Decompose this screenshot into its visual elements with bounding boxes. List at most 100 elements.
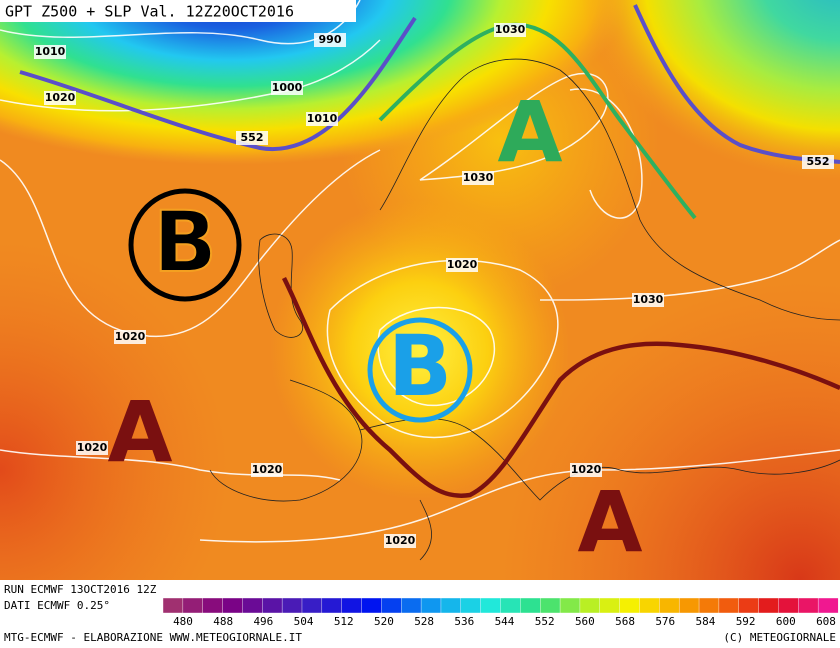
- color-swatch: [698, 597, 720, 614]
- contour-label: 1000: [272, 81, 303, 94]
- contour-label: 1030: [463, 171, 494, 184]
- title-box: [0, 0, 356, 22]
- color-swatch: [420, 597, 442, 614]
- color-swatch: [242, 597, 263, 614]
- copyright: (C) METEOGIORNALE: [723, 631, 836, 644]
- contour-label-box: [632, 293, 664, 307]
- color-swatch: [738, 597, 760, 614]
- contour-label: 1020: [447, 258, 478, 271]
- contour-label-box: [462, 171, 494, 185]
- color-swatch: [480, 597, 502, 614]
- color-swatch: [361, 597, 382, 614]
- low-pressure-ring: [367, 317, 473, 423]
- contour-label: 1020: [45, 91, 76, 104]
- color-swatch: [500, 597, 521, 614]
- pressure-center: B: [153, 193, 217, 291]
- color-swatch: [639, 597, 660, 614]
- contour-label-box: [271, 81, 303, 95]
- contour-label: 1020: [385, 534, 416, 547]
- color-scale-label: 512: [334, 615, 354, 628]
- pressure-center: A: [497, 83, 562, 181]
- color-swatch: [281, 597, 303, 614]
- contour-label: 1020: [115, 330, 146, 343]
- color-swatch: [401, 597, 422, 614]
- credit: MTG-ECMWF - ELABORAZIONE WWW.METEOGIORNA…: [4, 631, 302, 644]
- contour-label-box: [76, 441, 108, 455]
- color-scale-label: 552: [535, 615, 555, 628]
- color-swatch: [321, 597, 343, 614]
- contour-label: 1030: [633, 293, 664, 306]
- color-swatch: [202, 597, 224, 614]
- contour-label-box: [251, 463, 283, 477]
- contour-label-box: [494, 23, 526, 37]
- map: 1010 990 1020 1000 1010 552 1030 1030 552 1020 103…: [0, 0, 840, 580]
- color-scale-label: 536: [454, 615, 474, 628]
- color-scale-label: 528: [414, 615, 434, 628]
- color-swatch: [678, 597, 700, 614]
- color-swatch: [559, 597, 581, 614]
- run-info: RUN ECMWF 13OCT2016 12Z: [4, 583, 157, 596]
- color-swatch: [301, 597, 323, 614]
- color-scale-label: 504: [294, 615, 314, 628]
- pressure-center: B: [388, 317, 452, 415]
- color-swatch: [718, 597, 740, 614]
- color-swatch: [778, 597, 799, 614]
- color-scale-label: 560: [575, 615, 595, 628]
- pressure-center: A: [577, 473, 642, 571]
- map-title: GPT Z500 + SLP Val. 12Z20OCT2016: [5, 3, 294, 21]
- contour-label-box: [314, 33, 346, 47]
- contour-label: 1020: [252, 463, 283, 476]
- contour-label-box: [236, 131, 268, 145]
- contour-label: 552: [241, 131, 264, 144]
- color-swatch: [817, 597, 839, 614]
- contour-label-box: [446, 258, 478, 272]
- color-swatch: [381, 597, 402, 614]
- contour-label-box: [384, 534, 416, 548]
- contour-labels: 1010 990 1020 1000 1010 552 1030 1030 552 1020 103…: [34, 23, 834, 548]
- color-scale-label: 496: [253, 615, 273, 628]
- color-swatch: [599, 597, 621, 614]
- color-swatch: [520, 597, 541, 614]
- color-scale-label: 584: [696, 615, 716, 628]
- footer: RUN ECMWF 13OCT2016 12Z DATI ECMWF 0.25°…: [4, 583, 839, 644]
- contour-label-box: [114, 330, 146, 344]
- contour-label-box: [34, 45, 66, 59]
- color-swatch: [162, 597, 184, 614]
- color-scale-label: 568: [615, 615, 635, 628]
- color-swatch: [440, 597, 462, 614]
- contour-label: 1020: [571, 463, 602, 476]
- color-swatch: [619, 597, 640, 614]
- color-swatch: [659, 597, 680, 614]
- color-swatch: [798, 597, 819, 614]
- color-scale-label: 576: [655, 615, 675, 628]
- color-swatch: [341, 597, 363, 614]
- color-scale-label: 480: [173, 615, 193, 628]
- color-scale-label: 608: [816, 615, 836, 628]
- color-swatch: [758, 597, 779, 614]
- color-scale-label: 600: [776, 615, 796, 628]
- contour-label-box: [44, 91, 76, 105]
- color-scale: 480 488 496 504 512 520 528 536 544 552 560 568 576 5…: [162, 597, 839, 628]
- ridge-line: [281, 276, 840, 499]
- color-swatch: [182, 597, 204, 614]
- pressure-center: A: [107, 383, 172, 481]
- color-swatch: [540, 597, 561, 614]
- field-shading: [0, 0, 840, 580]
- contour-label-box: [802, 155, 834, 169]
- color-swatch: [262, 597, 283, 614]
- color-swatch: [579, 597, 601, 614]
- contour-label-box: [306, 112, 338, 126]
- contour-label: 1020: [77, 441, 108, 454]
- color-scale-label: 544: [495, 615, 515, 628]
- data-info: DATI ECMWF 0.25°: [4, 599, 110, 612]
- contour-label: 1030: [495, 23, 526, 36]
- contour-label: 1010: [35, 45, 66, 58]
- color-swatch: [222, 597, 243, 614]
- color-scale-label: 488: [213, 615, 233, 628]
- color-swatch: [460, 597, 482, 614]
- contour-label-box: [570, 463, 602, 477]
- color-scale-label: 520: [374, 615, 394, 628]
- color-scale-label: 592: [736, 615, 756, 628]
- low-pressure-ring: [128, 188, 242, 302]
